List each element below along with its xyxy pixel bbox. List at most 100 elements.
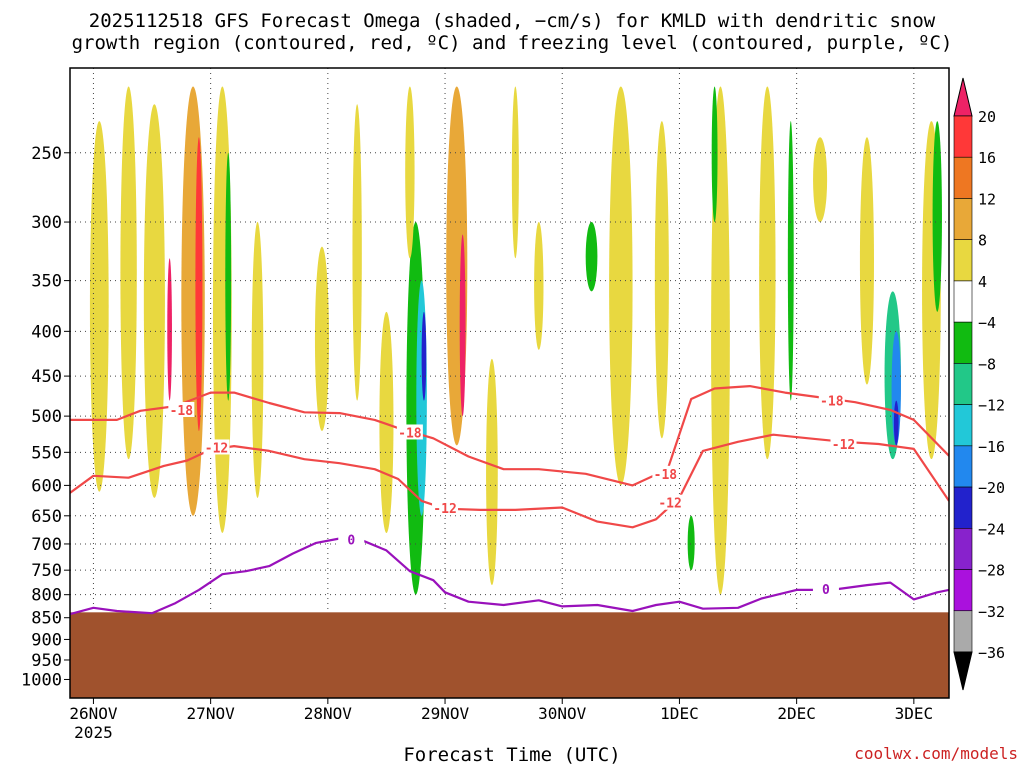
contour-label-bg-0-3	[818, 392, 845, 408]
omega-cell-20	[534, 222, 544, 350]
colorbar-bin-3	[953, 198, 973, 240]
omega-cell-1	[120, 86, 137, 460]
x-tick-label-0: 26NOV	[69, 704, 118, 723]
y-tick-label-1000: 1000	[21, 670, 62, 690]
x-tick-label-7: 3DEC	[895, 704, 934, 723]
colorbar-label-7: −12	[978, 397, 1005, 415]
colorbar-bin-10	[953, 486, 973, 529]
omega-cell-18	[486, 358, 498, 586]
x-tick-label-1: 27NOV	[187, 704, 236, 723]
omega-cell-19	[511, 86, 519, 259]
contour-label-0-3: -18	[820, 395, 844, 410]
colorbar-label-3: 8	[978, 232, 987, 250]
colorbar-label-0: 20	[978, 108, 996, 126]
x-tick-label-2: 28NOV	[304, 704, 353, 723]
omega-cell-15	[405, 86, 415, 259]
omega-cell-11	[379, 311, 394, 533]
y-tick-label-550: 550	[31, 443, 62, 463]
omega-cell-0	[89, 121, 109, 492]
omega-cell-32	[891, 331, 901, 446]
y-tick-label-400: 400	[31, 322, 62, 342]
omega-cell-23	[654, 121, 669, 439]
ground	[70, 612, 949, 698]
contour-label-1-0: -12	[205, 441, 228, 456]
omega-cell-27	[759, 86, 776, 460]
omega-cell-13	[416, 280, 427, 516]
x-tick-label-3: 29NOV	[421, 704, 470, 723]
colorbar-label-12: −32	[978, 603, 1005, 621]
contour-label-1-1: -12	[433, 502, 456, 517]
colorbar-bin-1	[953, 115, 973, 158]
omega-cell-10	[352, 104, 362, 401]
y-axis: 2503003504004505005506006507007508008509…	[21, 144, 70, 690]
colorbar-bin-13	[953, 610, 973, 653]
plot-frame	[69, 67, 950, 699]
colorbar-bottom-arrow	[953, 651, 973, 691]
contour-label-bg-2-1	[812, 580, 839, 596]
colorbar-bin-9	[953, 445, 973, 488]
omega-cell-7	[225, 152, 232, 401]
credit-link[interactable]: coolwx.com/models	[854, 744, 1018, 763]
colorbar-bin-2	[953, 156, 973, 199]
contour-label-2-0: 0	[347, 534, 355, 549]
y-tick-label-600: 600	[31, 476, 62, 496]
contour-label-bg-1-3	[830, 435, 857, 451]
contour-label-bg-1-0	[203, 439, 230, 455]
omega-cell-28	[787, 121, 794, 401]
contour-label-bg-1-2	[657, 494, 684, 510]
contour-label-2-1: 0	[822, 583, 830, 598]
y-tick-label-650: 650	[31, 507, 62, 527]
contour-label-0-1: -18	[398, 426, 422, 441]
colorbar-bin-11	[953, 528, 973, 570]
contour-label-bg-0-0	[168, 401, 195, 417]
contour-label-bg-1-1	[432, 500, 459, 516]
omega-cell-24	[687, 515, 695, 571]
colorbar-label-9: −20	[978, 479, 1005, 497]
colorbar-top-arrow	[953, 77, 973, 117]
omega-cell-8	[251, 222, 264, 498]
contour-line-1	[70, 433, 949, 529]
contour-label-bg-0-2	[652, 465, 679, 481]
omega-cell-33	[893, 400, 899, 446]
colorbar-label-5: −4	[978, 314, 996, 332]
omega-cell-30	[859, 137, 874, 385]
y-tick-label-250: 250	[31, 144, 62, 164]
omega-cell-17	[459, 234, 466, 417]
y-tick-label-350: 350	[31, 272, 62, 292]
colorbar-bin-8	[953, 404, 973, 447]
omega-cell-2	[143, 104, 165, 498]
y-tick-label-500: 500	[31, 407, 62, 427]
x-tick-label-5: 1DEC	[660, 704, 699, 723]
contour-line-2	[70, 537, 949, 616]
omega-cell-29	[813, 137, 828, 223]
colorbar-bin-12	[953, 569, 973, 612]
contour-line-0	[70, 385, 949, 487]
contours: -18 -18 -18 -18 -12 -12 -12 -12 0 0	[70, 385, 949, 616]
contour-label-1-2: -12	[658, 497, 681, 512]
colorbar-label-1: 16	[978, 149, 996, 167]
chart-title-line-1: 2025112518 GFS Forecast Omega (shaded, −…	[88, 10, 936, 32]
y-tick-label-300: 300	[31, 213, 62, 233]
omega-cell-14	[421, 311, 427, 401]
colorbar-label-4: 4	[978, 273, 987, 291]
contour-label-0-2: -18	[654, 468, 678, 483]
colorbar-label-8: −16	[978, 438, 1005, 456]
colorbar-label-6: −8	[978, 355, 996, 373]
omega-cell-21	[585, 222, 598, 292]
contour-label-1-3: -12	[832, 438, 855, 453]
colorbar-label-11: −28	[978, 562, 1005, 580]
contour-label-0-0: -18	[170, 404, 194, 419]
omega-cell-26	[711, 86, 718, 223]
y-tick-label-900: 900	[31, 630, 62, 650]
omega-shading	[89, 86, 942, 595]
y-tick-label-700: 700	[31, 535, 62, 555]
x-tick-label-6: 2DEC	[777, 704, 816, 723]
y-tick-label-750: 750	[31, 561, 62, 581]
colorbar-label-10: −24	[978, 520, 1005, 538]
colorbar: 20 16 12 8 4 −4 −8 −12 −16 −20 −24 −28 −32 −36	[953, 77, 1005, 691]
colorbar-bin-6	[953, 321, 973, 364]
ground-surface	[70, 612, 949, 698]
omega-cell-3	[167, 258, 172, 401]
omega-cell-22	[609, 86, 633, 486]
